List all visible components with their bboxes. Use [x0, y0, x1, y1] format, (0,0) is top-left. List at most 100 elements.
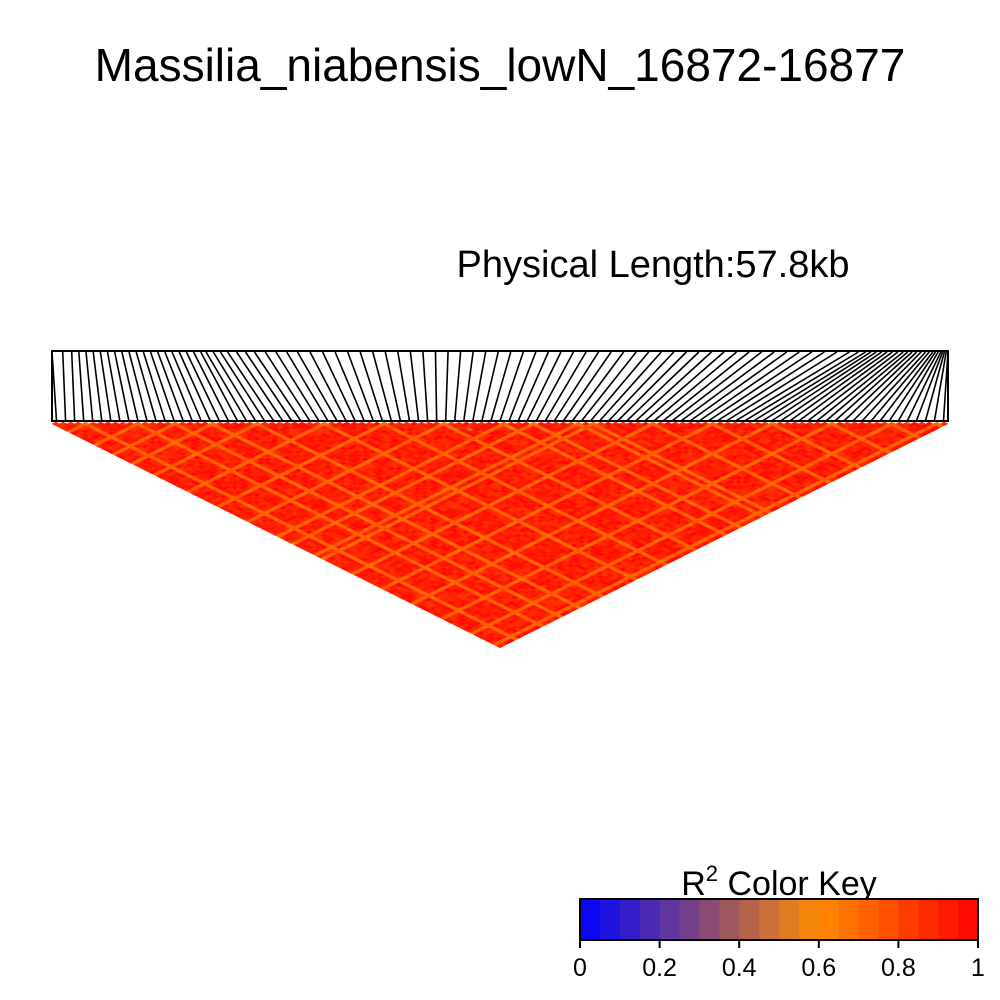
snp-connector-line	[544, 351, 587, 422]
snp-connector-line	[653, 351, 738, 422]
snp-connector-line	[517, 351, 550, 422]
snp-connector-line	[816, 351, 904, 422]
snp-connector-line	[113, 351, 130, 422]
snp-connector-line	[924, 351, 946, 422]
snp-connector-line	[743, 351, 859, 422]
snp-connector-line	[156, 351, 184, 422]
snp-connector-line	[771, 351, 877, 422]
snp-connector-line	[780, 351, 883, 422]
snp-connector-line	[843, 351, 918, 422]
snp-connector-line	[472, 351, 487, 422]
chart-subtitle: Physical Length:57.8kb	[457, 244, 850, 286]
snp-connector-line	[879, 351, 934, 422]
snp-connector-line	[164, 351, 194, 422]
snp-connector-line	[346, 351, 375, 422]
snp-connector-line	[178, 351, 212, 422]
snp-connector-line	[580, 351, 637, 422]
snp-connector-line	[121, 351, 139, 422]
snp-connector-line	[508, 351, 537, 422]
snp-connector-line	[149, 351, 175, 422]
snp-connector-line	[85, 351, 94, 422]
snp-position-map	[51, 350, 949, 422]
snp-connector-line	[698, 351, 800, 422]
snp-connector-line	[200, 351, 239, 422]
snp-connector-line	[834, 351, 913, 422]
snp-connector-line	[296, 351, 338, 422]
snp-connector-line	[106, 351, 121, 422]
snp-connector-line	[499, 351, 525, 422]
snp-connector-line	[244, 351, 293, 422]
snp-connector-line	[716, 351, 825, 422]
snp-connector-line	[61, 351, 67, 422]
snp-connector-line	[490, 351, 512, 422]
snp-connector-line	[286, 351, 329, 422]
snp-connector-line	[409, 351, 420, 422]
snp-connector-line	[321, 351, 356, 422]
snp-connector-line	[422, 351, 429, 422]
snp-connector-line	[371, 351, 393, 422]
snp-connector-line	[99, 351, 112, 422]
snp-connector-line	[635, 351, 712, 422]
snp-connector-line	[725, 351, 838, 422]
snp-connector-line	[235, 351, 284, 422]
snp-connector-line	[264, 351, 311, 422]
snp-connector-line	[444, 351, 449, 422]
snp-connector-line	[275, 351, 320, 422]
snp-connector-line	[752, 351, 866, 422]
snp-connector-line	[128, 351, 148, 422]
snp-connector-line	[933, 351, 947, 422]
snp-connector-line	[852, 351, 922, 422]
snp-connector-line	[870, 351, 930, 422]
snp-connector-line	[397, 351, 411, 422]
snp-connector-line	[359, 351, 384, 422]
snp-connector-line	[861, 351, 927, 422]
snp-connector-line	[78, 351, 85, 422]
snp-connector-line	[942, 351, 949, 422]
snp-connector-line	[553, 351, 600, 422]
snp-connector-line	[463, 351, 474, 422]
snp-connector-line	[135, 351, 157, 422]
snp-connector-line	[571, 351, 625, 422]
snp-connector-line	[92, 351, 103, 422]
snp-connector-line	[253, 351, 302, 422]
snp-connector-line	[192, 351, 230, 422]
snp-connector-line	[598, 351, 662, 422]
snp-connector-line	[535, 351, 575, 422]
snp-connector-line	[762, 351, 872, 422]
snp-connector-line	[608, 351, 675, 422]
snp-connector-line	[662, 351, 750, 422]
snp-connector-line	[562, 351, 612, 422]
chart-title: Massilia_niabensis_lowN_16872-16877	[95, 39, 906, 91]
snp-connector-line	[205, 351, 248, 422]
snp-connector-line	[434, 351, 438, 422]
snp-connector-line	[671, 351, 763, 422]
snp-connector-line	[226, 351, 275, 422]
snp-connector-line	[384, 351, 402, 422]
snp-connector-line	[70, 351, 76, 422]
snp-connector-line	[798, 351, 893, 422]
snp-connector-line	[617, 351, 687, 422]
snp-connector-line	[644, 351, 725, 422]
snp-connector-line	[334, 351, 365, 422]
snp-connector-line	[707, 351, 813, 422]
snp-connector-line	[171, 351, 203, 422]
snp-connector-line	[734, 351, 850, 422]
snp-connector-line	[453, 351, 462, 422]
snp-connector-line	[51, 351, 58, 422]
snp-connector-line	[807, 351, 899, 422]
snp-connector-line	[689, 351, 788, 422]
snp-connector-line	[888, 351, 937, 422]
snp-connector-line	[589, 351, 650, 422]
snp-connector-line	[680, 351, 775, 422]
snp-connector-line	[526, 351, 562, 422]
snp-connector-line	[309, 351, 347, 422]
snp-connector-line	[219, 351, 266, 422]
snp-connector-line	[789, 351, 888, 422]
snp-connector-line	[481, 351, 499, 422]
snp-connector-line	[185, 351, 221, 422]
snp-connector-line	[626, 351, 700, 422]
snp-connector-line	[906, 351, 942, 422]
snp-connector-line	[915, 351, 944, 422]
snp-connector-line	[825, 351, 909, 422]
